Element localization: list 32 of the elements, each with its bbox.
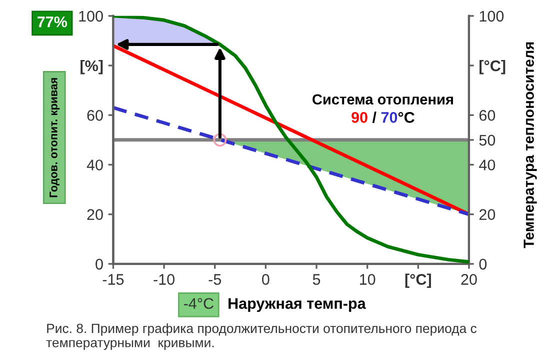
x-tick-label: 0 — [262, 274, 270, 285]
y2-tick-label: 0 — [479, 258, 487, 270]
x-tick-label: -5 — [208, 274, 222, 285]
y-tick-label: 20 — [87, 209, 103, 220]
y2-tick-label: 60 — [479, 110, 496, 121]
annotation: Система отопления — [312, 94, 453, 105]
annotation: / — [372, 112, 376, 123]
x-tick-label: 20 — [461, 274, 477, 285]
x-axis-title: Наружная темп-ра — [228, 298, 366, 312]
y-tick-label: 40 — [86, 160, 103, 170]
text: Рис. 8. Пример графика продолжительности отопительного периода с температурными кривыми. — [46, 323, 477, 350]
y-tick-label: 0 — [96, 258, 103, 270]
y2-tick-label: 20 — [479, 209, 496, 220]
x-tick-label: -10 — [154, 274, 174, 285]
y2-tick-label: 100 — [480, 10, 504, 22]
y-tick-label: 60 — [87, 110, 103, 121]
text: 77% — [38, 16, 68, 28]
text: 90 — [352, 112, 368, 123]
y-tick-label: 100 — [79, 10, 103, 22]
x-tick-label: [°C] — [405, 274, 431, 288]
text: -4°C — [184, 298, 214, 309]
y2-tick-label: 40 — [479, 160, 496, 170]
x-tick-label: -15 — [102, 274, 124, 285]
y2-tick-label: [°C] — [480, 60, 506, 74]
text: 70 — [381, 112, 398, 123]
y2-tick-label: 50 — [479, 134, 496, 146]
x-tick-label: 5 — [312, 274, 320, 285]
x-tick-label: 10 — [360, 274, 376, 285]
annotation: °C — [398, 112, 414, 123]
y-tick-label: [%] — [80, 60, 103, 74]
y2-axis-title: Температура теплоносителя — [524, 42, 537, 248]
y-axis-title: Годов. отопит. кривая — [50, 78, 60, 198]
